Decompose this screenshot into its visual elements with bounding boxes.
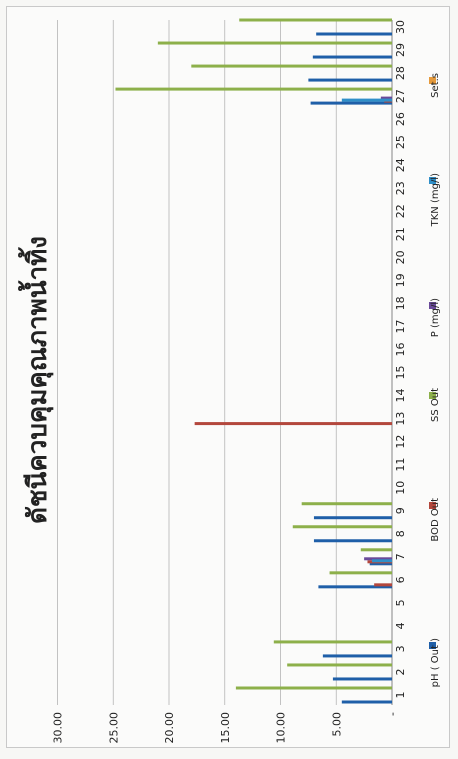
bar	[341, 98, 392, 102]
legend-label: TKN (mg/l)	[430, 173, 441, 227]
category-tick-label: 29	[394, 43, 407, 57]
legend-swatch	[429, 302, 436, 309]
bar	[360, 548, 392, 552]
bar	[332, 677, 392, 681]
category-tick-label: 11	[394, 458, 407, 472]
legend-label: SS Out	[430, 388, 441, 422]
category-tick-label: 16	[394, 342, 407, 356]
bar	[318, 585, 392, 589]
category-tick-label: 20	[394, 250, 407, 264]
bar	[301, 502, 392, 506]
bar	[308, 78, 392, 82]
bar	[341, 700, 392, 704]
legend-swatch	[429, 642, 436, 649]
category-tick-label: 10	[394, 481, 407, 495]
bar	[310, 101, 392, 105]
value-tick-label: 25.00	[107, 712, 120, 744]
bar	[191, 64, 392, 68]
bar	[313, 516, 392, 520]
category-tick-label: 19	[394, 273, 407, 287]
category-tick-label: 1	[394, 692, 407, 699]
bar	[312, 55, 392, 59]
category-tick-label: 9	[394, 507, 407, 514]
category-tick-label: 27	[394, 89, 407, 103]
legend-swatch	[429, 177, 436, 184]
category-tick-label: 15	[394, 366, 407, 380]
gridlines	[57, 20, 393, 705]
category-tick-label: 21	[394, 227, 407, 241]
category-tick-label: 24	[394, 158, 407, 172]
bar	[369, 562, 392, 566]
legend-label: P (mg/l)	[430, 298, 441, 337]
value-tick-label: 30.00	[52, 712, 65, 744]
category-tick-label: 23	[394, 181, 407, 195]
legend-swatch	[429, 392, 436, 399]
bar	[316, 32, 392, 36]
bar	[115, 87, 392, 91]
bar	[157, 41, 392, 45]
category-tick-label: 18	[394, 296, 407, 310]
category-tick-label: 28	[394, 66, 407, 80]
bars	[115, 18, 392, 704]
bar	[287, 663, 392, 667]
category-tick-label: 12	[394, 435, 407, 449]
chart-title: ดัชนีควบคุมคุณภาพน้ำทิ้ง	[17, 236, 54, 524]
bar	[374, 583, 392, 587]
bar	[273, 640, 392, 644]
category-tick-label: 30	[394, 20, 407, 34]
bar	[239, 18, 392, 22]
value-tick-label: -	[386, 712, 399, 716]
category-tick-label: 22	[394, 204, 407, 218]
value-tick-label: 5.00	[330, 712, 343, 737]
category-tick-label: 8	[394, 530, 407, 537]
chart-title-group: ดัชนีควบคุมคุณภาพน้ำทิ้ง	[17, 236, 54, 524]
chart-area	[6, 6, 450, 748]
bar	[371, 559, 392, 563]
legend: pH ( Out ) BOD Out SS Out P (mg/l) TKN (mg/l…	[429, 73, 441, 687]
category-tick-label: 3	[394, 645, 407, 652]
bar	[322, 654, 392, 658]
category-tick-label: 13	[394, 412, 407, 426]
legend-swatch	[429, 502, 436, 509]
bar	[364, 557, 392, 561]
bar	[292, 525, 392, 529]
legend-label: pH ( Out )	[430, 638, 441, 687]
category-tick-label: 2	[394, 668, 407, 675]
category-tick-label: 4	[394, 622, 407, 629]
legend-label: Set.s	[430, 73, 441, 98]
bar	[194, 422, 392, 426]
legend-swatch	[429, 77, 436, 84]
value-tick-labels: - 5.00 10.00 15.00 20.00 25.00 30.00	[52, 712, 400, 744]
bar	[380, 96, 392, 100]
value-tick-label: 15.00	[219, 712, 232, 744]
category-tick-label: 14	[394, 389, 407, 403]
value-tick-label: 10.00	[275, 712, 288, 744]
category-tick-label: 26	[394, 112, 407, 126]
value-tick-label: 20.00	[163, 712, 176, 744]
category-tick-label: 17	[394, 319, 407, 333]
category-tick-labels: 1234567891011121314151617181920212223242…	[394, 20, 407, 699]
category-tick-label: 25	[394, 135, 407, 149]
category-tick-label: 5	[394, 599, 407, 606]
bar	[235, 686, 392, 690]
bar	[313, 539, 392, 543]
category-tick-label: 7	[394, 553, 407, 560]
category-tick-label: 6	[394, 576, 407, 583]
legend-label: BOD Out	[430, 498, 441, 542]
bar	[329, 571, 392, 575]
